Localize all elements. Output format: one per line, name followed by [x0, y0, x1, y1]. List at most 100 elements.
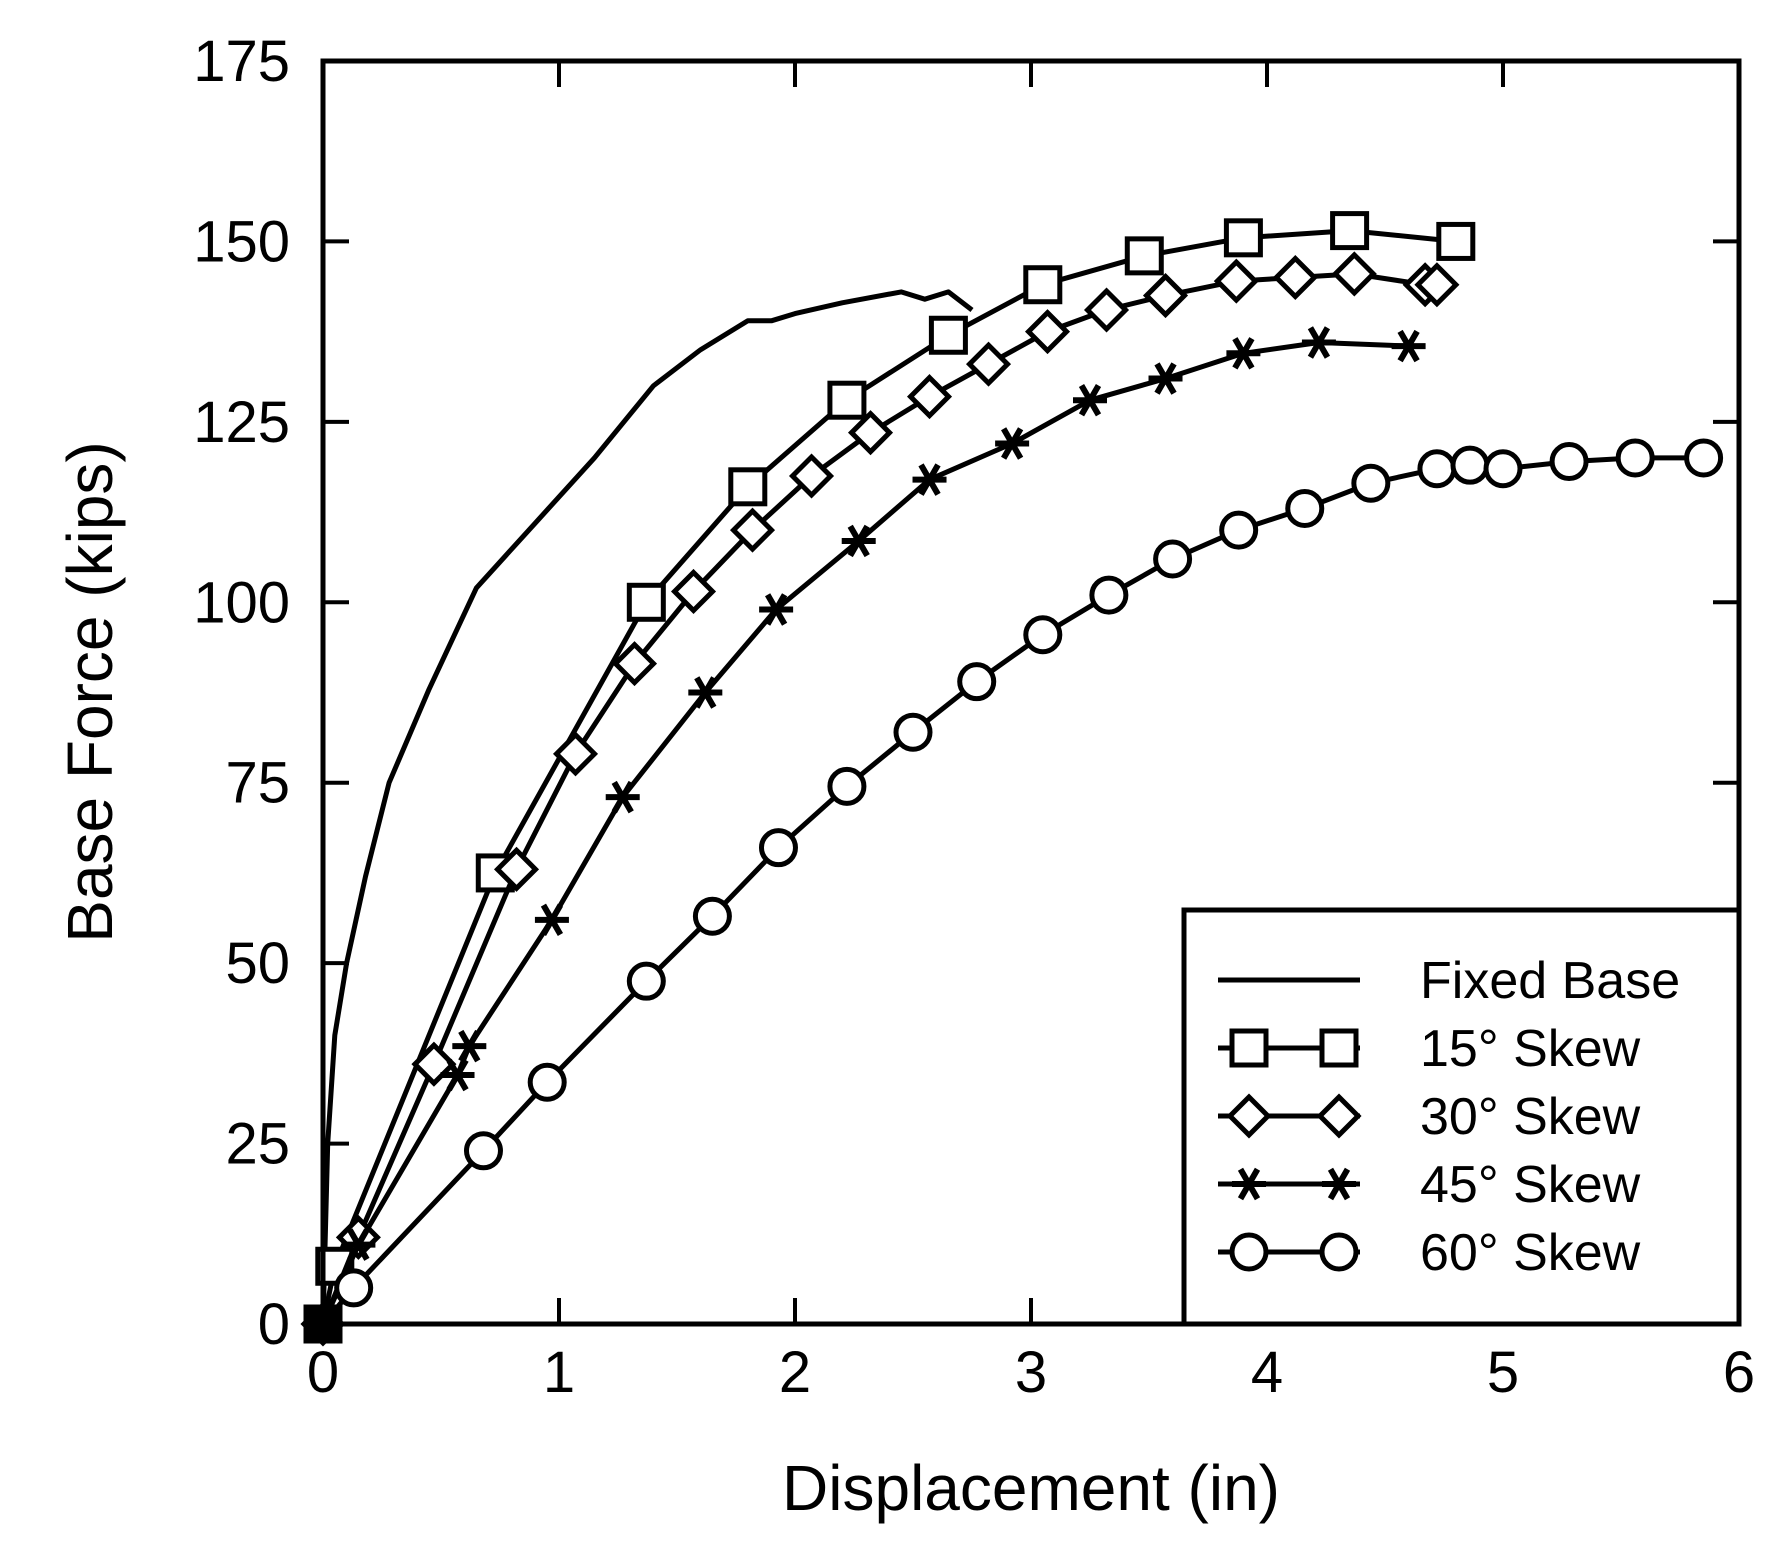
legend-marker: [1229, 1028, 1269, 1068]
data-point-45-skew: [534, 903, 569, 937]
data-point-60-skew: [1549, 442, 1589, 482]
legend-marker: [1232, 1167, 1266, 1201]
series-layer: [300, 211, 1724, 1347]
data-point-45-skew: [440, 1058, 475, 1092]
data-point-60-skew: [758, 828, 798, 868]
legend-label: 15° Skew: [1420, 1020, 1641, 1078]
data-point-15-skew: [1124, 236, 1164, 276]
data-point-45-skew: [1148, 362, 1183, 395]
series-45-skew: [306, 326, 1426, 1341]
y-tick-label: 125: [193, 390, 290, 455]
data-point-45-skew: [1301, 326, 1336, 359]
legend-marker: [1229, 1232, 1269, 1272]
data-point-60-skew: [463, 1131, 503, 1171]
data-point-30-skew: [965, 341, 1012, 387]
data-point-60-skew: [1417, 449, 1457, 489]
data-point-60-skew: [1153, 539, 1193, 579]
data-point-60-skew: [334, 1268, 374, 1308]
data-point-60-skew: [626, 961, 666, 1001]
y-tick-label: 0: [258, 1292, 290, 1357]
legend-label: 30° Skew: [1420, 1088, 1641, 1146]
data-point-30-skew: [1142, 273, 1189, 319]
data-point-45-skew: [341, 1228, 376, 1261]
y-tick-label: 175: [193, 29, 290, 94]
legend-label: Fixed Base: [1420, 952, 1680, 1010]
series-line-fixed-base: [320, 289, 974, 1325]
x-axis-label: Displacement (in): [782, 1452, 1280, 1524]
y-tick-label: 100: [193, 570, 290, 635]
data-point-60-skew: [1450, 445, 1490, 485]
data-point-30-skew: [906, 374, 953, 420]
data-point-60-skew: [1351, 463, 1391, 503]
x-tick-label: 5: [1487, 1340, 1519, 1405]
data-point-15-skew: [1330, 211, 1370, 251]
legend-item-60-skew: 60° Skew: [1218, 1224, 1641, 1282]
legend-marker: [1319, 1028, 1359, 1068]
legend-item-30-skew: 30° Skew: [1218, 1088, 1641, 1146]
data-point-45-skew: [1226, 337, 1261, 370]
data-point-30-skew: [729, 507, 776, 553]
data-point-30-skew: [847, 410, 894, 456]
data-point-45-skew: [605, 780, 640, 814]
data-point-30-skew: [1213, 258, 1259, 304]
data-point-60-skew: [1615, 438, 1655, 478]
x-tick-label: 3: [1015, 1340, 1047, 1405]
data-point-45-skew: [688, 676, 723, 709]
data-point-30-skew: [611, 641, 658, 687]
data-point-60-skew: [1285, 488, 1325, 528]
data-point-60-skew: [893, 712, 933, 752]
legend-label: 45° Skew: [1420, 1156, 1641, 1214]
data-point-45-skew: [452, 1029, 487, 1063]
data-point-30-skew: [1083, 287, 1130, 333]
data-point-45-skew: [841, 524, 876, 558]
data-point-30-skew: [788, 453, 835, 499]
y-tick-label: 75: [225, 751, 290, 816]
legend-marker: [1319, 1232, 1359, 1272]
y-tick-label: 50: [225, 931, 290, 996]
data-point-60-skew: [527, 1062, 567, 1102]
data-point-45-skew: [1073, 383, 1107, 417]
data-point-15-skew: [928, 315, 968, 355]
legend-label: 60° Skew: [1420, 1224, 1641, 1282]
data-point-30-skew: [670, 568, 717, 614]
x-tick-label: 0: [307, 1340, 339, 1405]
data-point-30-skew: [1331, 251, 1377, 297]
legend-marker: [1322, 1167, 1356, 1201]
ticks-layer: 0 1 2 3 4 5 6 0 25 50 75 100 125 150 175: [193, 29, 1755, 1405]
legend-marker: [1316, 1093, 1362, 1139]
data-point-15-skew: [1023, 265, 1063, 305]
legend-marker: [1226, 1093, 1272, 1139]
data-point-30-skew: [1024, 309, 1071, 355]
legend-item-15-skew: 15° Skew: [1218, 1020, 1641, 1078]
x-tick-label: 1: [543, 1340, 575, 1405]
data-point-60-skew: [1089, 575, 1129, 615]
legend: Fixed Base 15° Skew 30° Skew 45° Skew 60° Sk…: [1181, 907, 1742, 1327]
series-fixed-base: [320, 289, 974, 1325]
x-tick-label: 4: [1251, 1340, 1283, 1405]
y-tick-label: 25: [225, 1112, 290, 1177]
data-point-15-skew: [827, 380, 867, 420]
data-point-15-skew: [728, 467, 768, 507]
y-axis-label: Base Force (kips): [54, 441, 126, 942]
data-point-60-skew: [827, 766, 867, 806]
data-point-45-skew: [995, 427, 1030, 460]
data-point-15-skew: [1223, 218, 1263, 258]
data-point-60-skew: [1023, 615, 1063, 655]
legend-item-fixed-base: Fixed Base: [1218, 952, 1680, 1010]
data-point-30-skew: [1272, 254, 1318, 301]
data-point-15-skew: [1436, 221, 1476, 261]
data-point-45-skew: [1391, 329, 1426, 363]
data-point-30-skew: [493, 846, 540, 892]
data-point-60-skew: [1684, 438, 1724, 478]
legend-item-45-skew: 45° Skew: [1218, 1156, 1641, 1214]
x-tick-label: 2: [779, 1340, 811, 1405]
data-point-60-skew: [1483, 449, 1523, 489]
x-tick-label: 6: [1723, 1340, 1755, 1405]
data-point-60-skew: [692, 896, 732, 936]
series-60-skew: [303, 438, 1724, 1344]
y-tick-label: 150: [193, 209, 290, 274]
data-point-15-skew: [626, 582, 666, 622]
data-point-60-skew: [957, 662, 997, 702]
data-point-30-skew: [1414, 262, 1460, 308]
